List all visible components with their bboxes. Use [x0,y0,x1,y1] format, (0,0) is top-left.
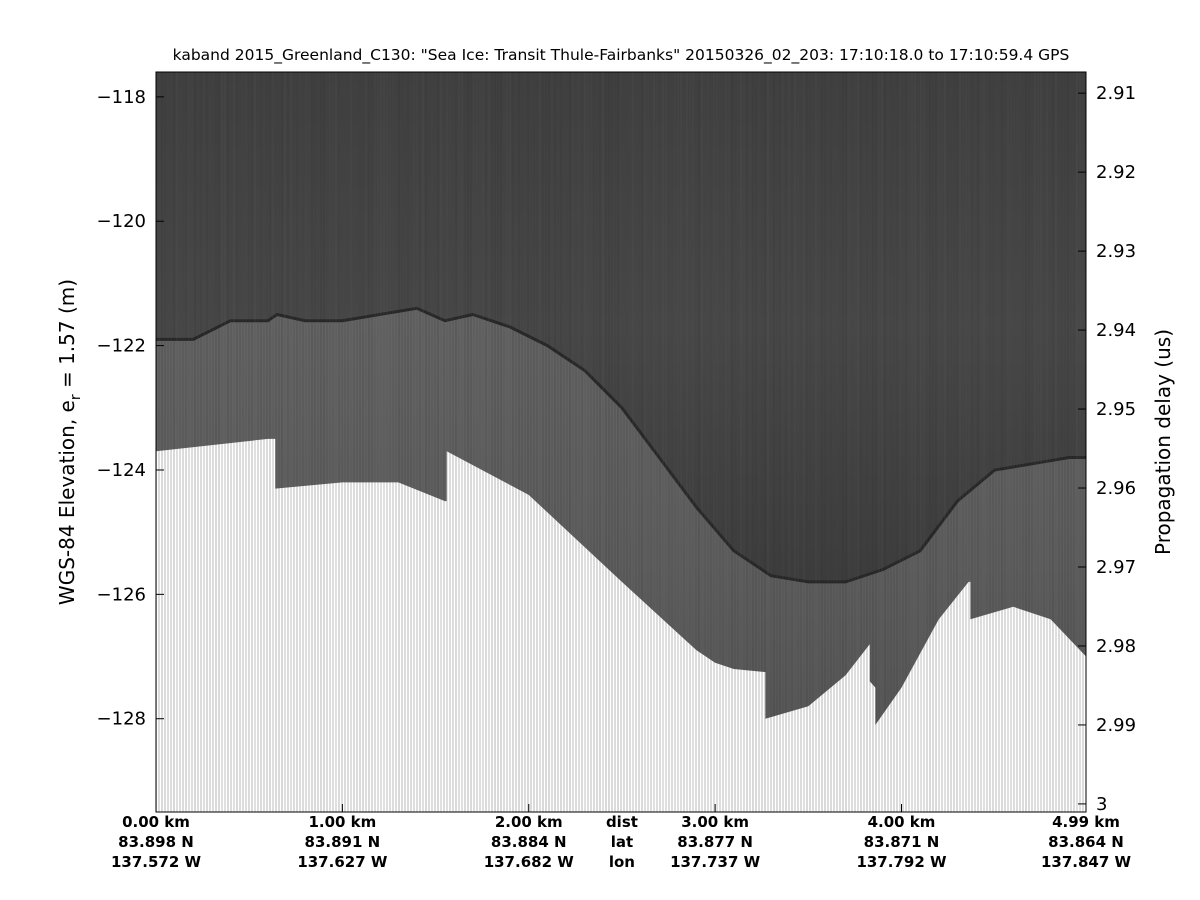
bottom-axis-ticks: 0.00 km 83.898 N 137.572 W 1.00 km 83.891 N 1… [111,804,1132,871]
bottom-tick-lon: 137.572 W [111,853,202,871]
bottom-tick-dist: 3.00 km [681,813,749,831]
right-tick-label: 2.92 [1096,162,1136,183]
bottom-tick-lat: 83.871 N [864,833,940,851]
left-tick-label: −118 [97,87,146,108]
bottom-tick-dist: 1.00 km [308,813,376,831]
right-tick-label: 2.97 [1096,557,1136,578]
left-axis-label: WGS-84 Elevation, er = 1.57 (m) [55,279,84,605]
bottom-row-label: dist [606,813,638,831]
left-tick-label: −122 [97,336,146,357]
bottom-tick-lat: 83.864 N [1048,833,1124,851]
bottom-row-label: lon [609,853,635,871]
right-tick-label: 2.94 [1096,320,1136,341]
bottom-tick-lon: 137.737 W [670,853,761,871]
bottom-tick-lat: 83.898 N [118,833,194,851]
right-tick-label: 3 [1096,794,1107,815]
right-axis-label: Propagation delay (us) [1151,329,1175,555]
plot-area [156,72,1086,812]
bottom-tick-dist: 0.00 km [122,813,190,831]
left-tick-label: −120 [97,211,146,232]
bottom-row-label: lat [611,833,633,851]
right-tick-label: 2.93 [1096,241,1136,262]
bottom-tick-dist: 4.00 km [868,813,936,831]
chart-title: kaband 2015_Greenland_C130: "Sea Ice: Tr… [173,46,1070,65]
left-tick-label: −124 [97,460,146,481]
bottom-tick-lon: 137.792 W [856,853,947,871]
bottom-tick-dist: 4.99 km [1052,813,1120,831]
bottom-tick-lon: 137.627 W [297,853,388,871]
right-tick-label: 2.95 [1096,399,1136,420]
bottom-tick-lat: 83.884 N [491,833,567,851]
bottom-tick-lon: 137.682 W [484,853,575,871]
right-tick-label: 2.99 [1096,715,1136,736]
surface-return-line [156,306,1086,584]
left-tick-label: −126 [97,584,146,605]
right-axis-ticks: 2.91 2.92 2.93 2.94 2.95 2.96 2.97 2.98 2.99 3 [1078,83,1136,815]
left-tick-label: −128 [97,709,146,730]
bottom-tick-lat: 83.891 N [305,833,381,851]
bottom-tick-lon: 137.847 W [1041,853,1132,871]
plot-frame [155,71,1087,813]
right-tick-label: 2.96 [1096,478,1136,499]
bottom-tick-dist: 2.00 km [495,813,563,831]
echo-streaks [156,72,1084,812]
left-axis-ticks: −118 −120 −122 −124 −126 −128 [97,87,164,730]
echo-upper-layer [156,72,1086,582]
echo-lower-layer [156,308,1086,725]
bottom-tick-lat: 83.877 N [677,833,753,851]
right-tick-label: 2.98 [1096,636,1136,657]
right-tick-label: 2.91 [1096,83,1136,104]
